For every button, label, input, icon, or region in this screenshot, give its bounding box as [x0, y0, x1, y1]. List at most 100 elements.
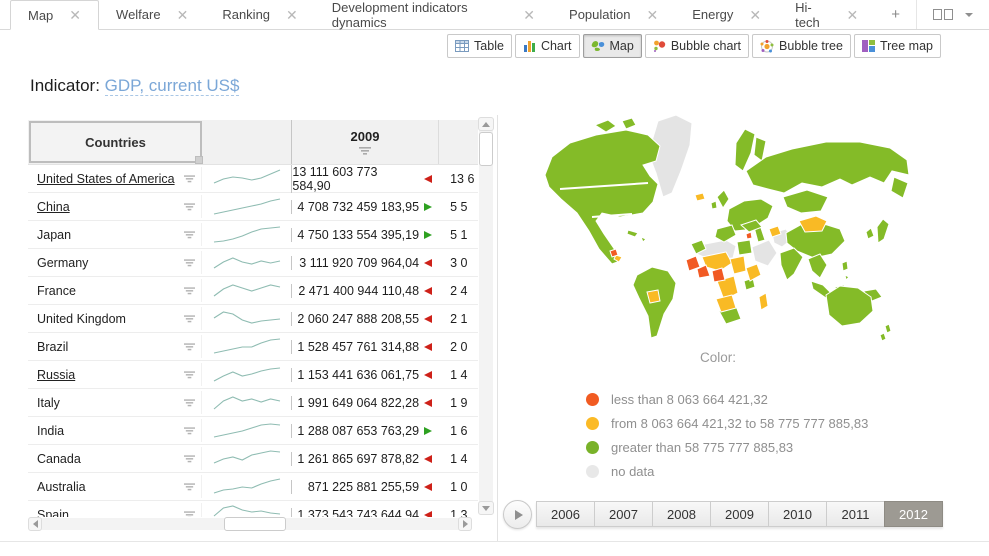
table-row[interactable]: Russia 1 153 441 636 061,75 1 4	[28, 361, 478, 389]
value-2009: 1 991 649 064 822,28	[297, 395, 420, 410]
filter-icon[interactable]	[183, 482, 195, 491]
bubble-tree-view-button[interactable]: Bubble tree	[752, 34, 851, 58]
map-regions-no-data[interactable]	[648, 114, 793, 267]
tab[interactable]: Ranking ✕	[205, 0, 315, 29]
country-link[interactable]: Russia	[37, 367, 76, 382]
filter-icon[interactable]	[183, 398, 195, 407]
filter-icon[interactable]	[183, 286, 195, 295]
table-row[interactable]: Spain 1 373 543 743 644,94 1 3	[28, 501, 478, 517]
table-row[interactable]: United Kingdom 2 060 247 888 208,55 2 1	[28, 305, 478, 333]
close-icon[interactable]: ✕	[523, 6, 536, 23]
next-year-column-header[interactable]	[438, 120, 478, 164]
map-view-button[interactable]: Map	[582, 34, 642, 58]
horizontal-scrollbar[interactable]	[28, 517, 472, 531]
tab[interactable]: Hi-tech ✕	[778, 0, 876, 30]
country-link[interactable]: Spain	[37, 507, 69, 518]
legend-item: no data	[586, 459, 868, 483]
map-regions-low[interactable]	[609, 231, 753, 283]
year-column-header[interactable]: 2009	[291, 120, 438, 164]
close-icon[interactable]: ✕	[846, 6, 859, 23]
country-link[interactable]: Japan	[37, 227, 72, 242]
filter-icon[interactable]	[183, 258, 195, 267]
horizontal-scroll-thumb[interactable]	[224, 517, 286, 531]
scroll-right-button[interactable]	[458, 517, 472, 531]
sparkline	[213, 198, 280, 215]
map-regions-mid[interactable]	[613, 192, 828, 313]
country-link[interactable]: United States of America	[37, 171, 175, 186]
filter-icon[interactable]	[183, 426, 195, 435]
filter-icon[interactable]	[183, 454, 195, 463]
year-button[interactable]: 2012	[884, 501, 943, 527]
close-icon[interactable]: ✕	[749, 6, 762, 23]
value-next-clipped: 1 6	[450, 423, 468, 438]
sparkline	[213, 478, 280, 494]
close-icon[interactable]: ✕	[69, 7, 82, 23]
value-2009: 1 373 543 743 644,94	[297, 507, 420, 518]
table-view-button[interactable]: Table	[447, 34, 512, 58]
value-next-clipped: 1 3	[450, 507, 468, 518]
scroll-down-button[interactable]	[478, 501, 494, 515]
table-row[interactable]: India 1 288 087 653 763,29 1 6	[28, 417, 478, 445]
filter-icon[interactable]	[183, 314, 195, 323]
play-button[interactable]	[503, 500, 532, 529]
country-link[interactable]: Brazil	[37, 339, 69, 354]
filter-icon[interactable]	[359, 147, 371, 155]
split-view-icon[interactable]	[933, 9, 953, 20]
table-row[interactable]: France 2 471 400 944 110,48 2 4	[28, 277, 478, 305]
filter-icon[interactable]	[183, 510, 195, 517]
filter-icon[interactable]	[183, 370, 195, 379]
tab[interactable]: Population ✕	[552, 0, 676, 29]
indicator-link[interactable]: GDP, current US$	[104, 76, 240, 96]
tab[interactable]: Map ✕	[10, 0, 100, 30]
country-link[interactable]: Italy	[37, 395, 60, 410]
table-row[interactable]: Japan 4 750 133 554 395,19 5 1	[28, 221, 478, 249]
dropdown-caret-icon[interactable]	[965, 12, 973, 17]
map-regions-high[interactable]	[544, 117, 910, 342]
table-row[interactable]: China 4 708 732 459 183,95 5 5	[28, 193, 478, 221]
table-row[interactable]: United States of America 13 111 603 773 …	[28, 165, 478, 193]
filter-icon[interactable]	[183, 230, 195, 239]
filter-icon[interactable]	[183, 202, 195, 211]
year-button[interactable]: 2008	[652, 501, 711, 527]
year-button[interactable]: 2009	[710, 501, 769, 527]
country-link[interactable]: India	[37, 423, 65, 438]
trend-icon	[424, 482, 433, 491]
country-link[interactable]: France	[37, 283, 76, 298]
year-button[interactable]: 2006	[536, 501, 595, 527]
table-row[interactable]: Italy 1 991 649 064 822,28 1 9	[28, 389, 478, 417]
vertical-scrollbar[interactable]	[478, 117, 494, 515]
scroll-left-button[interactable]	[28, 517, 42, 531]
country-link[interactable]: China	[37, 199, 70, 214]
filter-icon[interactable]	[183, 342, 195, 351]
year-button[interactable]: 2011	[826, 501, 885, 527]
column-resize-handle[interactable]	[195, 156, 203, 164]
country-link[interactable]: Germany	[37, 255, 89, 270]
table-row[interactable]: Australia 871 225 881 255,59 1 0	[28, 473, 478, 501]
country-link[interactable]: Australia	[37, 479, 86, 494]
legend-item: greater than 58 775 777 885,83	[586, 435, 868, 459]
bubble-chart-view-button[interactable]: Bubble chart	[644, 34, 750, 58]
tab[interactable]: Welfare ✕	[99, 0, 206, 29]
table-row[interactable]: Germany 3 111 920 709 964,04 3 0	[28, 249, 478, 277]
tab[interactable]: Development indicators dynamics ✕	[314, 0, 553, 30]
close-icon[interactable]: ✕	[646, 6, 659, 23]
country-link[interactable]: United Kingdom	[37, 311, 126, 326]
country-link[interactable]: Canada	[37, 451, 81, 466]
scroll-up-button[interactable]	[478, 117, 494, 131]
table-row[interactable]: Canada 1 261 865 697 878,82 1 4	[28, 445, 478, 473]
add-tab-button[interactable]: +	[891, 6, 900, 23]
chart-view-button[interactable]: Chart	[514, 34, 580, 58]
panel-splitter[interactable]	[497, 115, 498, 541]
vertical-scroll-thumb[interactable]	[479, 132, 493, 166]
close-icon[interactable]: ✕	[286, 6, 298, 23]
tab[interactable]: Energy ✕	[675, 0, 779, 29]
close-icon[interactable]: ✕	[176, 6, 189, 23]
tree-map-view-button[interactable]: Tree map	[853, 34, 941, 58]
countries-column-header[interactable]: Countries	[29, 121, 203, 164]
sparkline	[213, 423, 280, 438]
table-row[interactable]: Brazil 1 528 457 761 314,88 2 0	[28, 333, 478, 361]
filter-icon[interactable]	[183, 174, 195, 183]
year-button[interactable]: 2010	[768, 501, 827, 527]
year-button[interactable]: 2007	[594, 501, 653, 527]
world-map[interactable]	[540, 113, 970, 349]
